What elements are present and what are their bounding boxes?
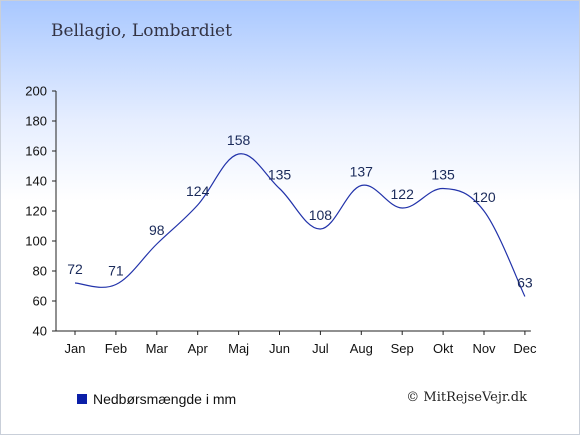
data-label: 137 <box>350 164 374 180</box>
data-label: 120 <box>472 189 496 205</box>
data-label: 122 <box>391 186 415 202</box>
x-tick-label: Sep <box>391 341 414 356</box>
x-tick-label: Jan <box>65 341 86 356</box>
data-labels: 72 71 98 124 158 135 108 137 122 135 120 63 <box>67 132 533 291</box>
x-tick-label: Mar <box>146 341 169 356</box>
data-label: 135 <box>431 167 455 183</box>
y-tick-label: 100 <box>25 234 47 249</box>
copyright-credit: © MitRejseVejr.dk <box>406 390 527 405</box>
y-tick-label: 200 <box>25 84 47 99</box>
series-group <box>74 153 526 297</box>
axes: 40 60 80 100 120 140 160 180 200 Jan Feb Mar Apr Maj J… <box>25 84 537 357</box>
chart-title: Bellagio, Lombardiet <box>51 21 232 41</box>
x-tick-label: Jun <box>269 341 290 356</box>
x-tick-label: Dec <box>513 341 537 356</box>
y-tick-label: 160 <box>25 144 47 159</box>
y-tick-label: 60 <box>33 294 47 309</box>
y-tick-label: 40 <box>33 324 47 339</box>
legend: Nedbørsmængde i mm <box>77 391 236 407</box>
precipitation-chart: 40 60 80 100 120 140 160 180 200 Jan Feb Mar Apr Maj J… <box>25 84 537 357</box>
y-tick-label: 120 <box>25 204 47 219</box>
series-line <box>74 153 526 297</box>
y-tick-label: 80 <box>33 264 47 279</box>
data-label: 124 <box>186 183 210 199</box>
data-label: 135 <box>268 167 292 183</box>
y-tick-label: 140 <box>25 174 47 189</box>
x-tick-label: Apr <box>188 341 209 356</box>
data-label: 63 <box>517 275 533 291</box>
data-label: 98 <box>149 222 165 238</box>
data-label: 158 <box>227 132 251 148</box>
x-tick-label: Okt <box>433 341 454 356</box>
x-tick-label: Nov <box>472 341 496 356</box>
x-tick-label: Aug <box>350 341 373 356</box>
y-tick-label: 180 <box>25 114 47 129</box>
legend-label: Nedbørsmængde i mm <box>93 391 237 407</box>
x-tick-label: Feb <box>105 341 127 356</box>
data-label: 71 <box>108 263 124 279</box>
x-tick-label: Maj <box>228 341 249 356</box>
x-tick-label: Jul <box>312 341 329 356</box>
data-label: 72 <box>67 261 83 277</box>
data-label: 108 <box>309 207 333 223</box>
legend-swatch <box>77 394 87 404</box>
